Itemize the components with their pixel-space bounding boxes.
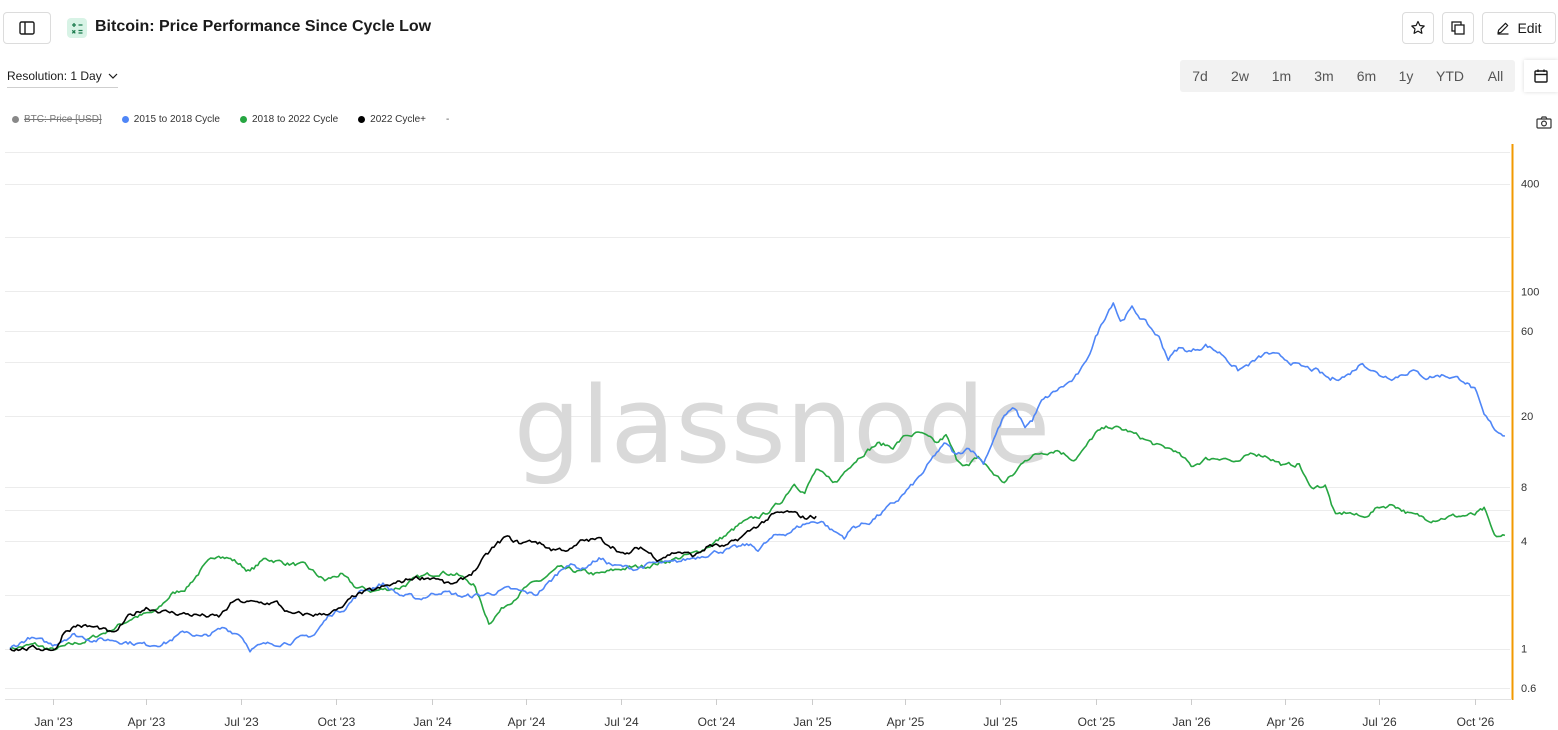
calculator-icon — [67, 18, 87, 38]
x-tick-label: Jul '24 — [604, 715, 639, 729]
chevron-down-icon — [108, 73, 118, 79]
sidebar-icon — [19, 21, 35, 35]
x-tick-label: Apr '25 — [887, 715, 925, 729]
y-axis-ticks: 400 100 60 20 8 4 1 0.6 — [1521, 179, 1539, 696]
y-tick-label: 100 — [1521, 286, 1539, 298]
chart-legend: BTC: Price [USD] 2015 to 2018 Cycle 2018… — [12, 112, 449, 126]
series-line-2022-cycle[interactable] — [9, 510, 817, 652]
x-tick-label: Jul '26 — [1362, 715, 1397, 729]
series-line-2018-to-2022-cycle[interactable] — [9, 425, 1506, 651]
x-tick-label: Jan '23 — [34, 715, 73, 729]
y-tick-label: 0.6 — [1521, 683, 1536, 695]
resolution-select[interactable]: Resolution: 1 Day — [7, 69, 118, 88]
copy-icon — [1451, 21, 1465, 35]
range-1y[interactable]: 1y — [1398, 68, 1414, 84]
x-tick-label: Oct '25 — [1078, 715, 1116, 729]
x-tick-label: Apr '24 — [508, 715, 546, 729]
range-7d[interactable]: 7d — [1192, 68, 1208, 84]
legend-dot — [358, 115, 366, 123]
favorite-button[interactable] — [1402, 12, 1434, 44]
y-tick-label: 60 — [1521, 326, 1533, 338]
calendar-icon — [1534, 69, 1548, 83]
x-tick-label: Oct '26 — [1457, 715, 1495, 729]
calendar-button[interactable] — [1524, 60, 1558, 92]
x-tick-label: Jan '25 — [793, 715, 832, 729]
x-tick-label: Oct '23 — [318, 715, 356, 729]
star-icon — [1411, 20, 1425, 34]
legend-extra: - — [446, 113, 450, 125]
legend-item-btc-price[interactable]: BTC: Price [USD] — [12, 114, 102, 125]
chart-canvas[interactable]: glassnode 400 100 60 20 8 4 1 0.6 Jan '23 Apr '2… — [0, 140, 1558, 730]
copy-button[interactable] — [1442, 12, 1474, 44]
x-tick-label: Oct '24 — [698, 715, 736, 729]
legend-label: 2015 to 2018 Cycle — [133, 113, 220, 125]
legend-dot — [239, 115, 247, 123]
legend-item-2015-2018[interactable]: 2015 to 2018 Cycle — [121, 113, 220, 125]
x-tick-label: Jan '24 — [413, 715, 452, 729]
sidebar-toggle-button[interactable] — [3, 12, 51, 44]
time-range-selector: 7d 2w 1m 3m 6m 1y YTD All — [1180, 60, 1515, 92]
y-tick-label: 4 — [1521, 536, 1527, 548]
page-title: Bitcoin: Price Performance Since Cycle L… — [95, 18, 432, 35]
legend-item-2022-cycle[interactable]: 2022 Cycle+ — [358, 114, 426, 125]
x-tick-label: Jan '26 — [1172, 715, 1211, 729]
edit-label: Edit — [1517, 20, 1542, 36]
grid-lines — [5, 152, 1510, 689]
range-all[interactable]: All — [1487, 68, 1504, 84]
edit-button[interactable]: Edit — [1482, 12, 1556, 44]
y-tick-label: 8 — [1521, 482, 1527, 494]
range-3m[interactable]: 3m — [1314, 68, 1334, 84]
pencil-icon — [1497, 22, 1509, 35]
series-line-2015-to-2018-cycle[interactable] — [9, 302, 1505, 653]
range-1m[interactable]: 1m — [1271, 68, 1292, 84]
screenshot-button[interactable] — [1535, 114, 1553, 130]
range-6m[interactable]: 6m — [1356, 68, 1377, 84]
legend-label: BTC: Price [USD] — [24, 113, 102, 125]
range-2w[interactable]: 2w — [1231, 68, 1249, 84]
y-tick-label: 400 — [1521, 179, 1539, 191]
x-axis-ticks: Jan '23 Apr '23 Jul '23 Oct '23 Jan '24 Apr '… — [34, 699, 1495, 729]
legend-label: 2022 Cycle+ — [370, 113, 427, 125]
x-tick-label: Apr '23 — [128, 715, 166, 729]
x-tick-label: Jul '25 — [983, 715, 1018, 729]
legend-item-2018-2022[interactable]: 2018 to 2022 Cycle — [239, 113, 339, 125]
x-tick-label: Apr '26 — [1267, 715, 1305, 729]
camera-icon — [1536, 115, 1552, 129]
x-tick-label: Jul '23 — [224, 715, 259, 729]
y-tick-label: 20 — [1521, 411, 1533, 423]
top-bar: Bitcoin: Price Performance Since Cycle L… — [0, 0, 1558, 56]
series-lines — [9, 302, 1506, 653]
legend-label: 2018 to 2022 Cycle — [251, 113, 339, 125]
legend-dot — [121, 115, 129, 123]
y-tick-label: 1 — [1521, 644, 1527, 656]
resolution-label: Resolution: 1 Day — [7, 69, 102, 83]
range-ytd[interactable]: YTD — [1436, 68, 1464, 84]
watermark: glassnode — [514, 364, 1051, 487]
legend-dot — [12, 115, 19, 123]
